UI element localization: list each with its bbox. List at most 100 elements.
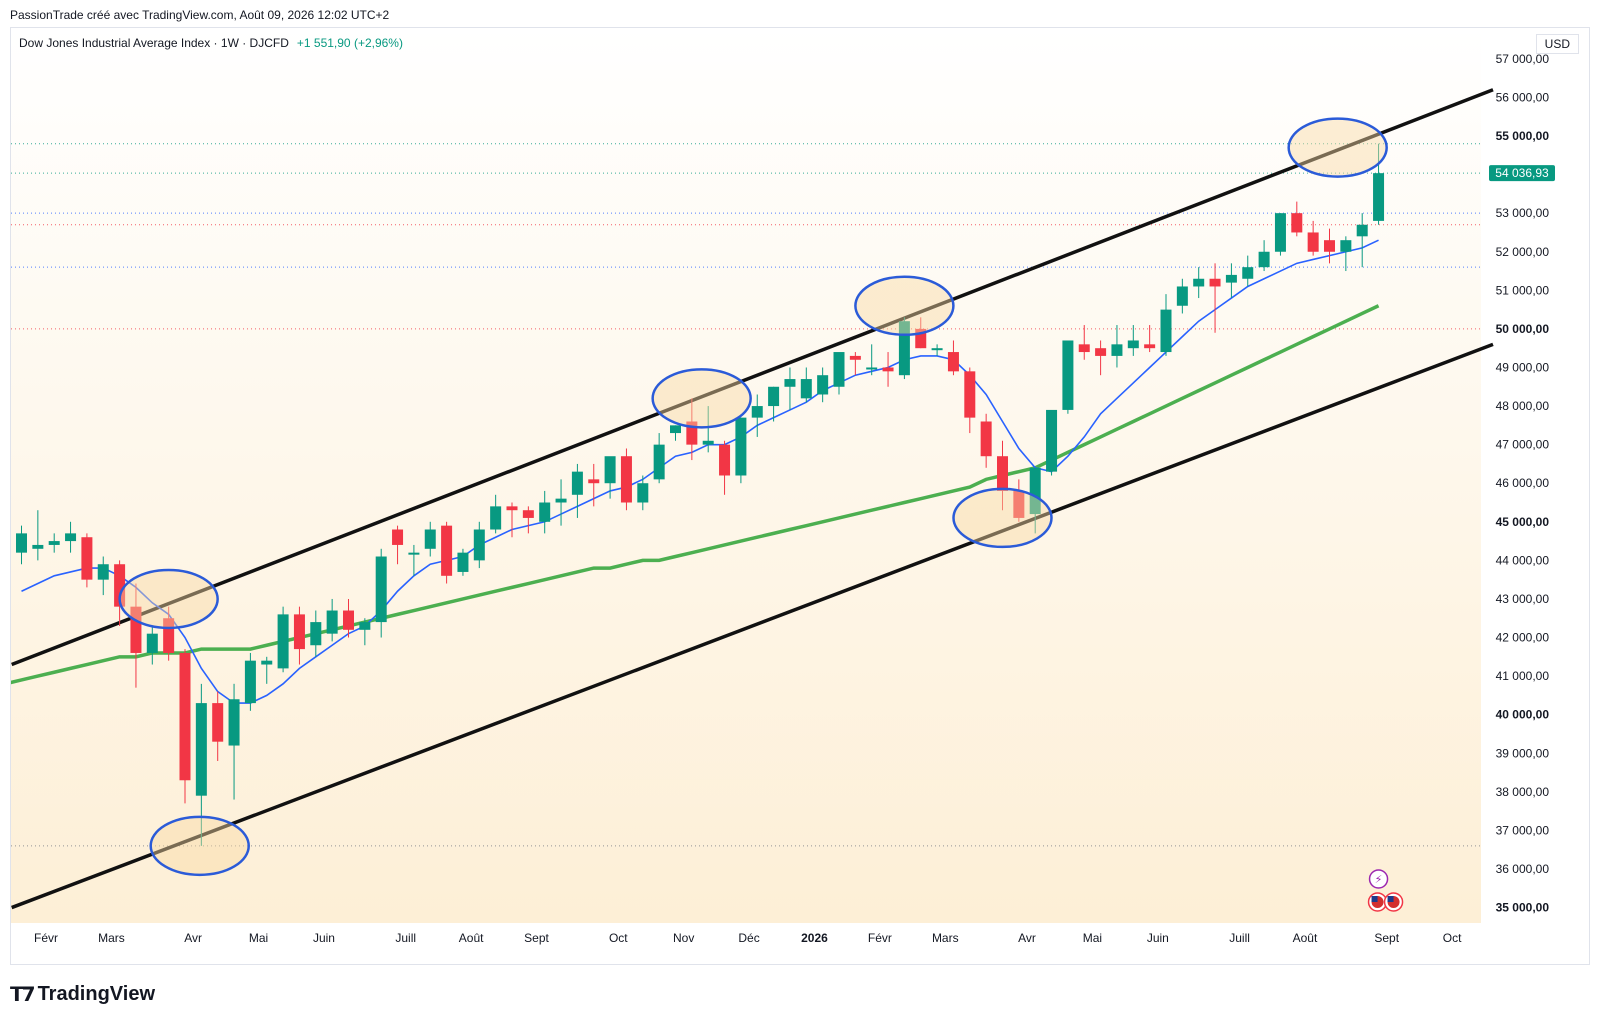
currency-button[interactable]: USD (1535, 34, 1579, 54)
candle[interactable] (1078, 344, 1090, 353)
highlight-circle[interactable] (1287, 117, 1388, 178)
candle[interactable] (522, 510, 534, 518)
candle[interactable] (179, 652, 191, 781)
candle[interactable] (81, 537, 93, 580)
candle[interactable] (1274, 213, 1286, 252)
candle[interactable] (48, 541, 60, 545)
candle[interactable] (408, 552, 420, 555)
candle[interactable] (947, 352, 959, 372)
candle[interactable] (997, 456, 1008, 491)
candle[interactable] (65, 533, 77, 542)
candle[interactable] (343, 610, 354, 630)
candle[interactable] (457, 552, 469, 572)
candle[interactable] (604, 456, 616, 484)
candle[interactable] (1013, 490, 1025, 518)
chart-frame[interactable]: Dow Jones Industrial Average Index · 1W … (10, 27, 1590, 965)
candle[interactable] (1340, 240, 1352, 252)
highlight-circle[interactable] (854, 275, 955, 337)
candle[interactable] (441, 525, 453, 576)
time-axis[interactable] (11, 923, 1481, 965)
candle[interactable] (195, 703, 207, 796)
candle[interactable] (506, 506, 518, 511)
candle[interactable] (326, 610, 338, 634)
candle[interactable] (1225, 274, 1237, 283)
candle[interactable] (882, 367, 894, 372)
candle[interactable] (719, 444, 731, 476)
highlight-circle[interactable] (952, 487, 1053, 549)
candle[interactable] (375, 556, 387, 623)
candle[interactable] (310, 622, 322, 646)
candle[interactable] (293, 614, 305, 650)
candle[interactable] (1144, 344, 1156, 349)
candle[interactable] (637, 483, 649, 503)
candle[interactable] (32, 544, 44, 549)
candle[interactable] (915, 328, 927, 349)
candle[interactable] (800, 379, 812, 399)
candle[interactable] (1193, 278, 1205, 287)
candle[interactable] (490, 506, 502, 530)
candle[interactable] (1307, 232, 1319, 252)
candle[interactable] (424, 529, 436, 549)
price-axis[interactable] (1481, 28, 1590, 965)
candle[interactable] (1029, 467, 1041, 515)
candle[interactable] (228, 699, 240, 746)
candle[interactable] (114, 564, 126, 607)
candle[interactable] (1160, 309, 1172, 353)
price-chart[interactable]: 35 000,00 36 000,00 37 000,00 38 000,00 39 0… (11, 28, 1590, 965)
candle[interactable] (146, 633, 158, 653)
candle[interactable] (539, 502, 551, 522)
candle[interactable] (130, 606, 142, 653)
candle[interactable] (980, 421, 992, 457)
candle[interactable] (1324, 240, 1335, 252)
candle[interactable] (1095, 348, 1107, 356)
candle[interactable] (1127, 340, 1139, 349)
candle[interactable] (833, 352, 845, 387)
candle[interactable] (702, 440, 714, 445)
candle[interactable] (163, 618, 175, 653)
candle[interactable] (964, 371, 976, 418)
candle[interactable] (866, 367, 878, 370)
candle[interactable] (670, 425, 681, 434)
candle[interactable] (1176, 286, 1188, 306)
candle[interactable] (1111, 344, 1123, 356)
candle[interactable] (686, 421, 698, 445)
candle[interactable] (817, 375, 829, 395)
highlight-circle[interactable] (118, 568, 219, 630)
candle[interactable] (97, 564, 109, 580)
candle[interactable] (588, 479, 600, 484)
candle[interactable] (277, 614, 289, 669)
moving-average-slow[interactable] (11, 304, 1380, 685)
candle[interactable] (768, 386, 780, 407)
candle[interactable] (1242, 267, 1254, 279)
candle[interactable] (212, 703, 224, 742)
candle[interactable] (898, 321, 910, 376)
candle[interactable] (473, 529, 485, 561)
candle[interactable] (735, 417, 747, 476)
candle[interactable] (392, 529, 404, 545)
highlight-circle[interactable] (651, 368, 752, 429)
candle[interactable] (555, 498, 567, 503)
candle[interactable] (359, 622, 371, 630)
candle[interactable] (1209, 278, 1221, 287)
candle[interactable] (571, 471, 583, 495)
symbol-title[interactable]: Dow Jones Industrial Average Index · 1W … (19, 36, 289, 50)
candle[interactable] (244, 660, 256, 704)
candle[interactable] (784, 379, 796, 387)
channel-upper-line[interactable] (11, 88, 1494, 667)
highlight-circle[interactable] (149, 815, 250, 877)
candle[interactable] (1373, 173, 1385, 221)
candle[interactable] (653, 444, 665, 480)
candle[interactable] (931, 348, 943, 351)
candle[interactable] (751, 406, 763, 418)
channel-lower-line[interactable] (11, 342, 1494, 910)
candle[interactable] (620, 456, 632, 503)
candle[interactable] (1291, 213, 1303, 233)
candle[interactable] (1062, 340, 1074, 410)
lightning-icon[interactable] (1368, 869, 1389, 889)
candle[interactable] (261, 660, 273, 665)
candle[interactable] (1356, 224, 1368, 237)
candle[interactable] (1258, 251, 1270, 268)
candle[interactable] (849, 355, 861, 360)
candle[interactable] (1046, 409, 1058, 472)
candle[interactable] (16, 533, 27, 553)
